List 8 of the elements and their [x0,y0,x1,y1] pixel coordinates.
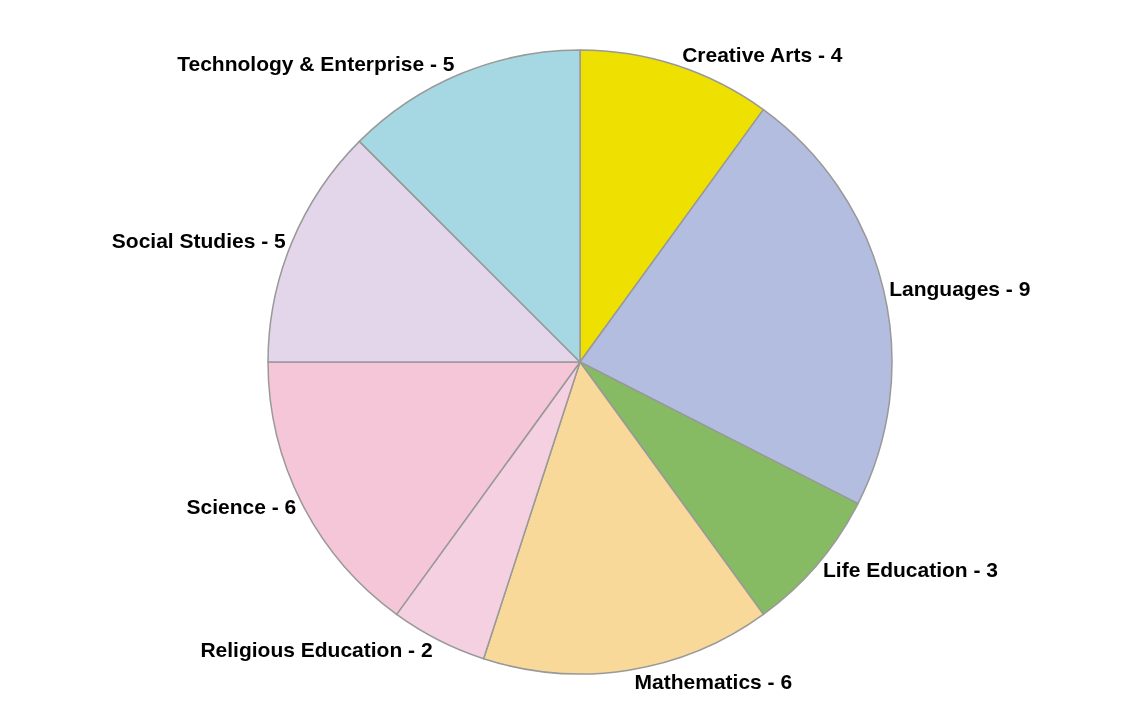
slice-label: Technology & Enterprise - 5 [177,52,455,76]
slice-label: Religious Education - 2 [200,637,433,661]
slice-label: Creative Arts - 4 [682,43,843,67]
slice-label: Science - 6 [186,494,297,518]
slice-label: Life Education - 3 [823,557,999,581]
slice-label: Mathematics - 6 [634,669,793,693]
slice-label: Social Studies - 5 [111,229,286,253]
slice-label: Languages - 9 [889,277,1031,301]
